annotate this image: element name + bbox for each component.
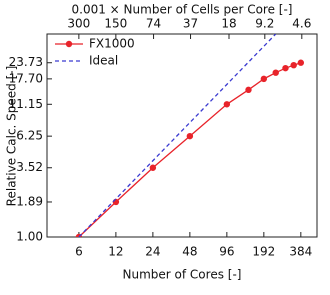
data-point: [297, 59, 305, 66]
data-point: [290, 61, 297, 69]
x2-tick-label: 150: [104, 17, 127, 31]
x-tick-label: 384: [289, 245, 312, 259]
x-tick-label: 96: [219, 245, 234, 259]
x2-tick-label: 4.6: [292, 17, 311, 31]
y-tick-label: 11.15: [9, 97, 43, 111]
y-axis-label: Relative Calc. Speed [-]: [5, 66, 19, 207]
y-tick-label: 3.52: [16, 160, 43, 174]
data-point: [245, 86, 252, 94]
x-tick-label: 12: [108, 245, 123, 259]
x2-axis-label: 0.001 × Number of Cells per Core [-]: [72, 3, 293, 17]
x-tick-label: 6: [75, 245, 83, 259]
x2-tick-label: 300: [67, 17, 90, 31]
x-axis-label: Number of Cores [-]: [123, 268, 242, 282]
x2-tick-label: 18: [221, 17, 236, 31]
legend-label: FX1000: [89, 37, 135, 51]
data-point: [282, 64, 289, 72]
plot-frame: [46, 33, 318, 238]
y-tick-label: 1.00: [16, 230, 43, 244]
plot-area: [75, 34, 305, 237]
legend-marker: [65, 40, 73, 48]
x-tick-label: 48: [182, 245, 197, 259]
x2-tick-label: 74: [146, 17, 161, 31]
y-tick-label: 17.70: [9, 71, 43, 85]
y-tick-label: 6.25: [16, 129, 43, 143]
data-point: [186, 132, 194, 140]
legend-label: Ideal: [89, 54, 118, 68]
x-tick-label: 24: [145, 245, 160, 259]
x2-tick-label: 9.2: [255, 17, 274, 31]
x2-tick-label: 37: [183, 17, 198, 31]
series-line: [78, 62, 302, 237]
series-line: [78, 34, 277, 237]
y-tick-label: 23.73: [9, 55, 43, 69]
data-point: [149, 164, 157, 171]
data-point: [260, 75, 268, 83]
data-point: [223, 101, 231, 108]
y-tick-label: 1.89: [16, 194, 43, 208]
x-tick-label: 192: [252, 245, 275, 259]
data-point: [272, 69, 279, 76]
